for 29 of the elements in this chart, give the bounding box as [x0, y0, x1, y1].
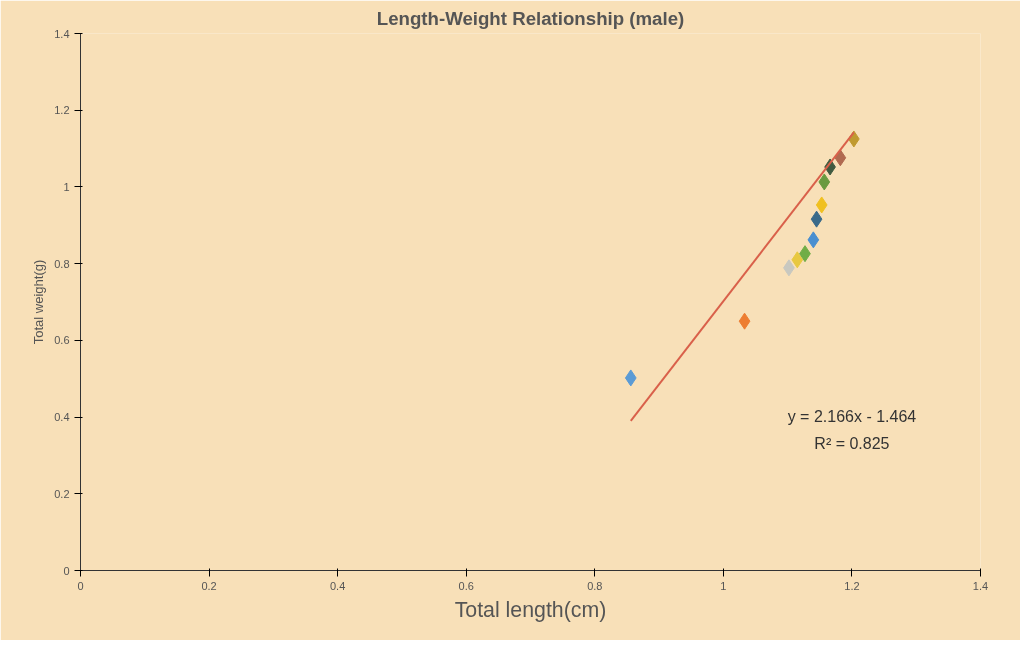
point [810, 210, 823, 228]
point [815, 196, 828, 214]
y-tick-label: 1.4 [54, 27, 70, 40]
x-axis-title: Total length(cm) [454, 597, 607, 622]
y-tick-label: 0.2 [54, 487, 70, 500]
annotation: R² = 0.825 [814, 434, 890, 452]
x-tick-label: 1.2 [844, 579, 860, 592]
point [807, 231, 820, 249]
x-tick-label: 1.4 [972, 579, 989, 592]
y-tick-label: 0.8 [54, 257, 70, 270]
x-tick-label: 1 [720, 579, 727, 592]
y-tick-label: 0 [63, 564, 70, 577]
x-tick-label: 0.6 [458, 579, 474, 592]
point [624, 369, 637, 387]
x-tick-label: 0.4 [330, 579, 346, 592]
y-tick-label: 1 [63, 180, 70, 193]
x-tick-label: 0.2 [201, 579, 217, 592]
point [791, 251, 804, 269]
chart-title: Length-Weight Relationship (male) [376, 7, 685, 29]
y-tick-label: 0.4 [54, 411, 70, 424]
x-tick-label: 0 [77, 579, 84, 592]
point [738, 312, 751, 330]
y-axis-title: Total weight(g) [31, 259, 47, 345]
x-tick-label: 0.8 [587, 579, 603, 592]
annotation: y = 2.166x - 1.464 [787, 407, 917, 425]
y-tick-label: 1.2 [54, 104, 70, 117]
y-tick-label: 0.6 [54, 334, 70, 347]
point [834, 149, 847, 167]
point [818, 173, 831, 191]
